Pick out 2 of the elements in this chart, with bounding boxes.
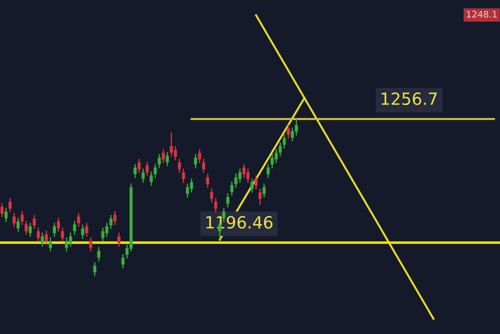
text: 1248.1 xyxy=(466,10,497,18)
text: 1256.7 xyxy=(382,92,437,106)
